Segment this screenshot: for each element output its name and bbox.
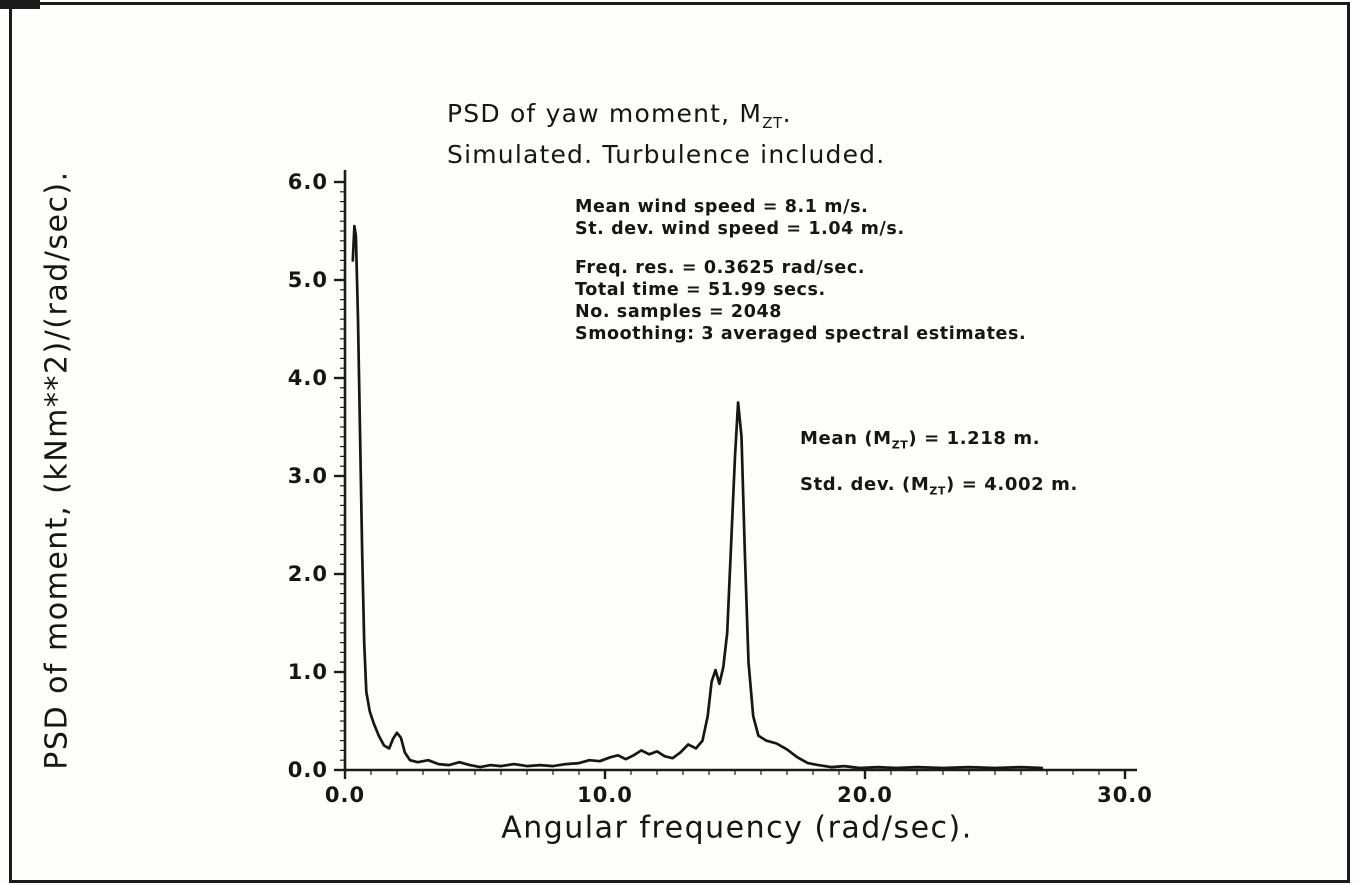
x-tick-label: 30.0 <box>1097 783 1153 807</box>
chart-title: PSD of yaw moment, MZT. Simulated. Turbu… <box>447 98 885 170</box>
y-tick-label: 2.0 <box>288 562 328 586</box>
stat-line: No. samples = 2048 <box>575 302 783 322</box>
stat-line: Total time = 51.99 secs. <box>575 280 826 300</box>
stats-annotation-block: Mean wind speed = 8.1 m/s. St. dev. wind… <box>575 196 1026 345</box>
title-subscript: ZT <box>762 114 783 132</box>
stat-line: Smoothing: 3 averaged spectral estimates… <box>575 324 1027 344</box>
y-tick-label: 1.0 <box>288 660 328 684</box>
mean-subscript: ZT <box>891 438 909 452</box>
y-tick-label: 5.0 <box>288 268 328 292</box>
stddev-annotation: Std. dev. (MZT) = 4.002 m. <box>800 474 1078 498</box>
x-tick-label: 20.0 <box>837 783 893 807</box>
scan-corner-mark <box>0 0 40 9</box>
stats-gap <box>575 240 1026 257</box>
chart-title-line-2: Simulated. Turbulence included. <box>447 140 886 169</box>
x-axis-label: Angular frequency (rad/sec). <box>501 810 973 846</box>
y-tick-label: 6.0 <box>288 170 328 194</box>
stat-line: Mean wind speed = 8.1 m/s. <box>575 197 869 217</box>
y-tick-label: 4.0 <box>288 366 328 390</box>
stat-line: St. dev. wind speed = 1.04 m/s. <box>575 219 905 239</box>
y-axis-label: PSD of moment, (kNm**2)/(rad/sec). <box>39 170 75 770</box>
stat-line: Freq. res. = 0.3625 rad/sec. <box>575 258 866 278</box>
x-tick-label: 0.0 <box>325 783 365 807</box>
y-tick-label: 0.0 <box>288 758 328 782</box>
psd-curve <box>351 224 1044 770</box>
y-tick-label: 3.0 <box>288 464 328 488</box>
x-tick-label: 10.0 <box>577 783 633 807</box>
chart-title-line-1: PSD of yaw moment, MZT. <box>447 99 792 132</box>
mean-annotation: Mean (MZT) = 1.218 m. <box>800 428 1041 452</box>
stddev-subscript: ZT <box>929 484 947 498</box>
